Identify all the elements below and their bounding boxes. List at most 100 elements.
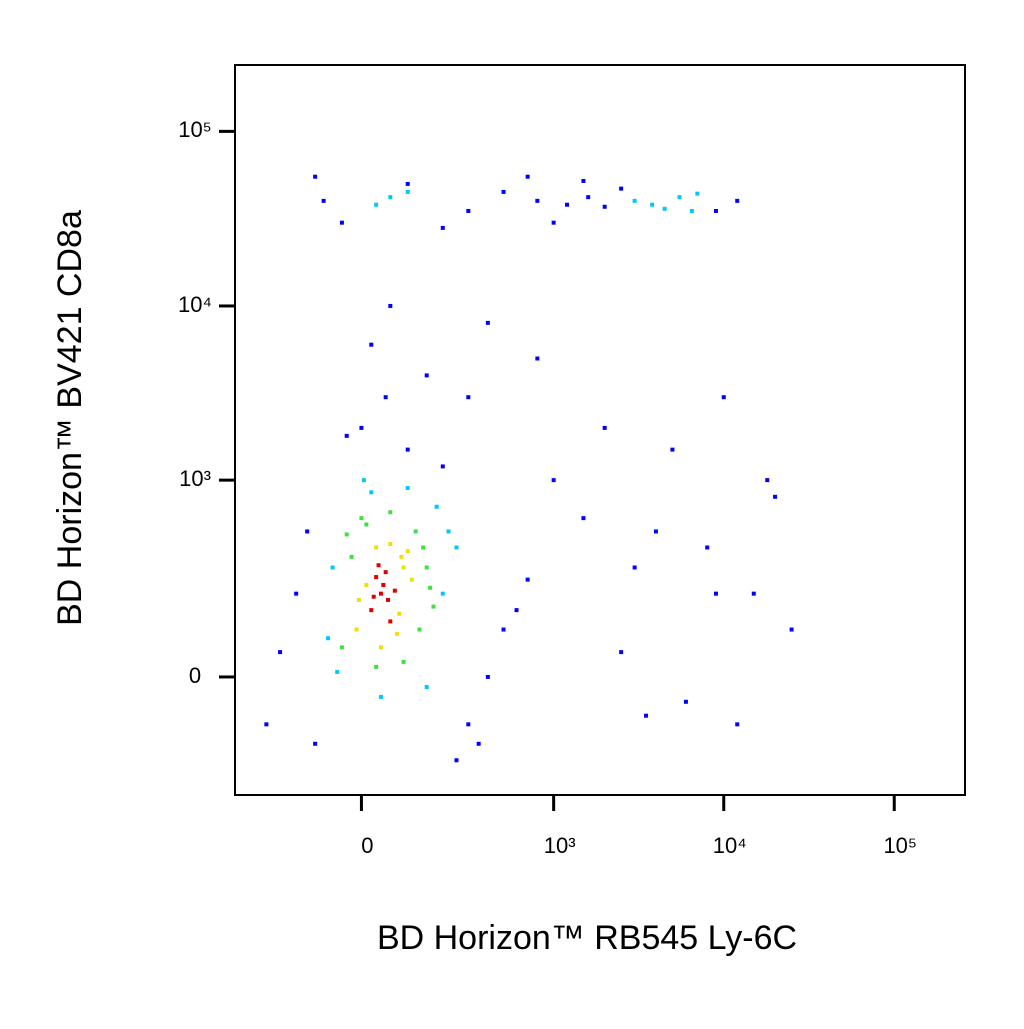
- point: [424, 685, 429, 690]
- point: [751, 591, 756, 596]
- point: [434, 504, 439, 509]
- point: [392, 588, 397, 593]
- point: [789, 627, 794, 632]
- point: [501, 627, 506, 632]
- point: [405, 181, 410, 186]
- point: [525, 577, 530, 582]
- point: [374, 202, 379, 207]
- point: [632, 565, 637, 570]
- point: [378, 591, 383, 596]
- point: [424, 373, 429, 378]
- point: [525, 174, 530, 179]
- point: [446, 529, 451, 534]
- point: [313, 174, 318, 179]
- point: [405, 189, 410, 194]
- point: [381, 582, 386, 587]
- point: [344, 433, 349, 438]
- point: [371, 594, 376, 599]
- point: [773, 494, 778, 499]
- point: [374, 545, 379, 550]
- x-tick-label: 10⁵: [883, 833, 917, 858]
- x-tick-label: 10⁴: [713, 833, 747, 858]
- point: [378, 694, 383, 699]
- point: [397, 611, 402, 616]
- point: [653, 529, 658, 534]
- point: [278, 650, 283, 655]
- y-tick-label: 10⁵: [178, 117, 212, 142]
- point: [409, 577, 414, 582]
- point: [551, 220, 556, 225]
- point: [735, 198, 740, 203]
- point: [356, 597, 361, 602]
- y-tick-label: 10⁴: [178, 292, 212, 317]
- point: [565, 202, 570, 207]
- point: [431, 604, 436, 609]
- point: [421, 545, 426, 550]
- point: [466, 208, 471, 213]
- y-axis-label: BD Horizon™ BV421 CD8a: [51, 210, 89, 626]
- point: [326, 636, 331, 641]
- point: [374, 575, 379, 580]
- point: [339, 220, 344, 225]
- point: [417, 627, 422, 632]
- point: [354, 627, 359, 632]
- point: [677, 195, 682, 200]
- point: [369, 342, 374, 347]
- point: [619, 186, 624, 191]
- point: [405, 549, 410, 554]
- point: [313, 741, 318, 746]
- point: [378, 645, 383, 650]
- point: [349, 554, 354, 559]
- point: [662, 206, 667, 211]
- point: [683, 699, 688, 704]
- point: [374, 664, 379, 669]
- point: [388, 303, 393, 308]
- point: [705, 545, 710, 550]
- point: [364, 522, 369, 527]
- point: [632, 198, 637, 203]
- point: [428, 585, 433, 590]
- point: [401, 565, 406, 570]
- point: [383, 395, 388, 400]
- point: [535, 198, 540, 203]
- point: [695, 191, 700, 196]
- point: [485, 320, 490, 325]
- point: [330, 565, 335, 570]
- point: [399, 554, 404, 559]
- point: [535, 356, 540, 361]
- point: [551, 478, 556, 483]
- point: [485, 674, 490, 679]
- y-tick-label: 0: [189, 663, 201, 688]
- x-tick-label: 10³: [544, 833, 576, 858]
- point: [440, 464, 445, 469]
- point: [395, 631, 400, 636]
- point: [454, 758, 459, 763]
- point: [765, 478, 770, 483]
- x-tick-label: 0: [361, 833, 373, 858]
- point: [440, 591, 445, 596]
- y-tick-label: 10³: [179, 466, 211, 491]
- point: [321, 198, 326, 203]
- point: [388, 619, 393, 624]
- point: [359, 516, 364, 521]
- point: [735, 722, 740, 727]
- point: [713, 208, 718, 213]
- point: [361, 478, 366, 483]
- point: [689, 208, 694, 213]
- point: [581, 178, 586, 183]
- point: [305, 529, 310, 534]
- point: [405, 486, 410, 491]
- point: [413, 529, 418, 534]
- point: [619, 650, 624, 655]
- point: [644, 713, 649, 718]
- point: [501, 189, 506, 194]
- point: [364, 582, 369, 587]
- point: [264, 722, 269, 727]
- point: [650, 202, 655, 207]
- point: [359, 425, 364, 430]
- point: [476, 741, 481, 746]
- point: [388, 195, 393, 200]
- point: [670, 447, 675, 452]
- point: [369, 608, 374, 613]
